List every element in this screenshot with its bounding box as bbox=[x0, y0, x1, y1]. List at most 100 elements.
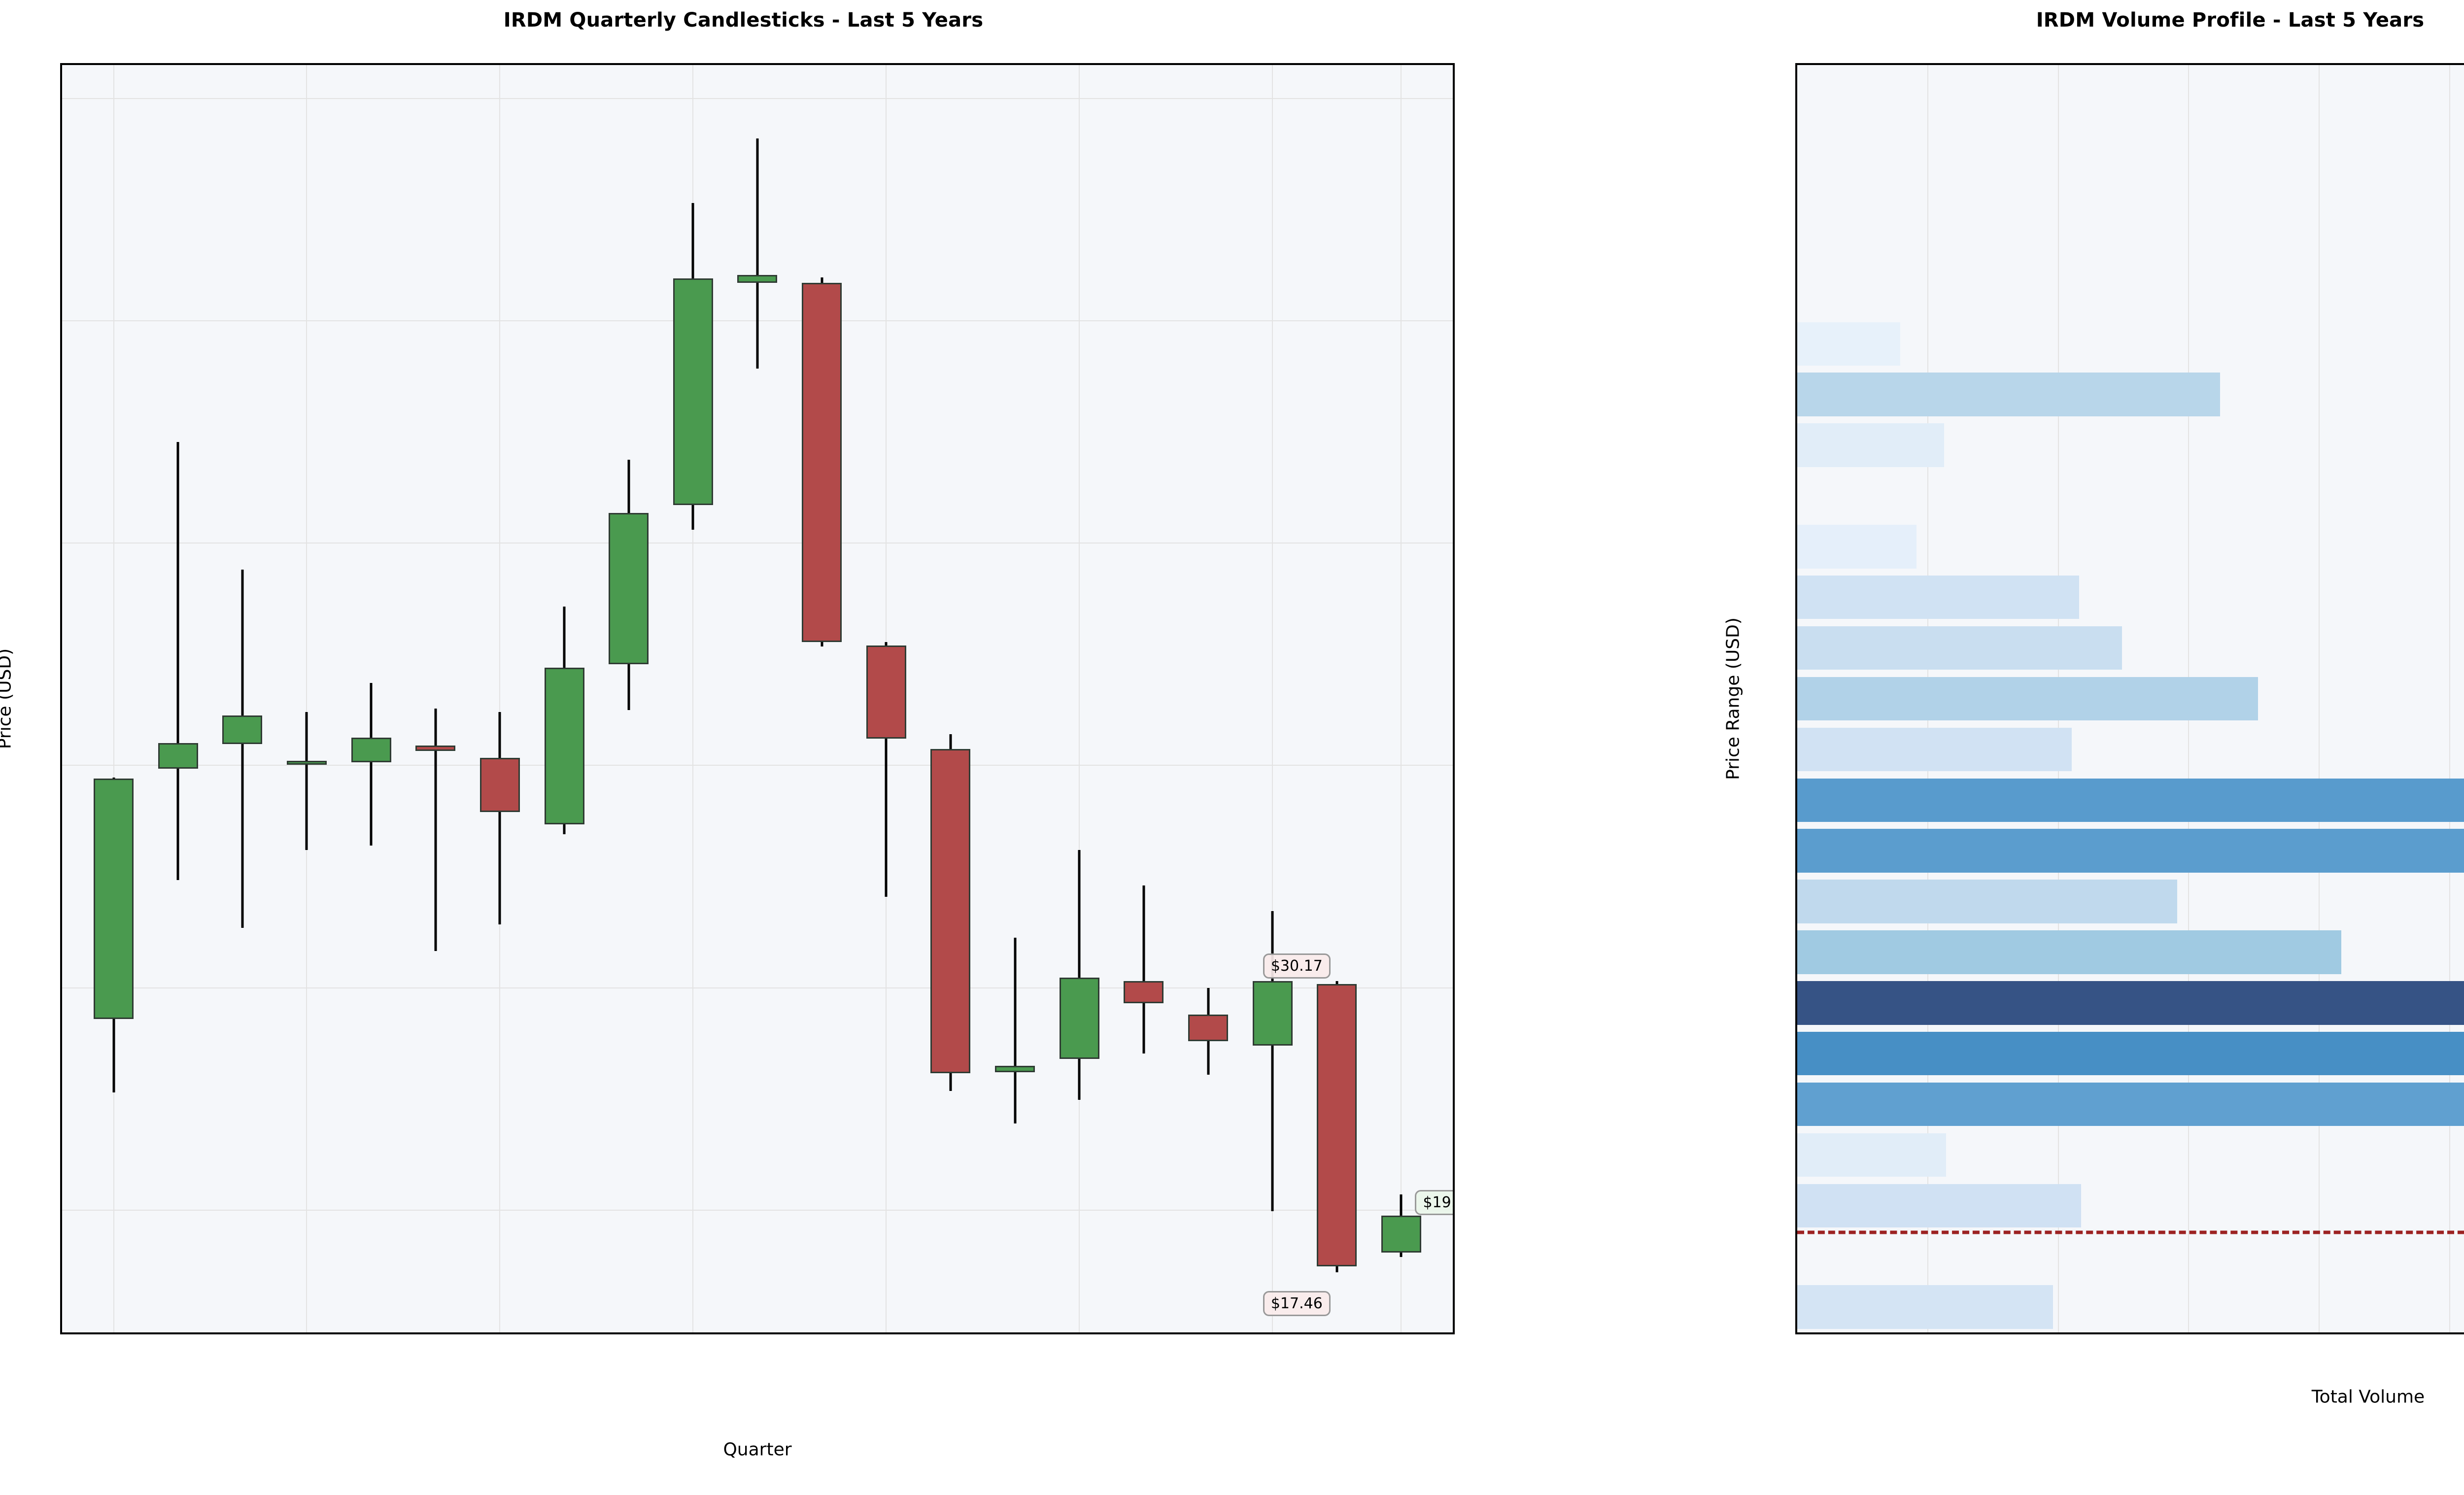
candle-wick bbox=[370, 683, 373, 846]
candle-wick bbox=[1014, 938, 1017, 1123]
x-tickmark bbox=[1797, 1332, 1798, 1334]
candle-body bbox=[286, 761, 327, 765]
candlestick-Q4-2023 bbox=[866, 65, 906, 1332]
gridline-horizontal bbox=[62, 987, 1453, 988]
candle-wick bbox=[1078, 849, 1081, 1100]
gridline-vertical bbox=[1401, 65, 1402, 1332]
candlestick-Q1-2021 bbox=[158, 65, 198, 1332]
gridline-vertical bbox=[499, 65, 501, 1332]
candle-body bbox=[222, 715, 263, 745]
x-tickmark bbox=[692, 1332, 694, 1334]
volume-bar-$55-$57 bbox=[1797, 525, 1917, 569]
x-tickmark bbox=[1079, 1332, 1080, 1334]
candle-body bbox=[1124, 981, 1164, 1004]
volume-bar-$39-$42 bbox=[1797, 829, 2464, 873]
y-tickmark bbox=[60, 320, 62, 321]
volume-bar-$34-$36 bbox=[1797, 930, 2342, 974]
volume-profile-x-axis-label: Total Volume bbox=[2311, 1387, 2425, 1407]
volume-bar-$52-$55 bbox=[1797, 576, 2079, 619]
candle-body bbox=[673, 278, 713, 506]
y-tickmark bbox=[1795, 90, 1797, 91]
gridline-vertical bbox=[2319, 65, 2320, 1332]
x-tickmark bbox=[1272, 1332, 1273, 1334]
price-annotation: $19.75 bbox=[1415, 1190, 1453, 1216]
gridline-vertical bbox=[1079, 65, 1080, 1332]
candle-wick bbox=[1271, 911, 1274, 1212]
candlestick-Q3-2022 bbox=[544, 65, 584, 1332]
candle-body bbox=[930, 748, 971, 1074]
candlestick-Q1-2024 bbox=[930, 65, 971, 1332]
candle-body bbox=[94, 779, 134, 1019]
candlestick-Q3-2024 bbox=[1059, 65, 1099, 1332]
candlestick-panel: IRDM Quarterly Candlesticks - Last 5 Yea… bbox=[0, 9, 1455, 1460]
y-tickmark bbox=[60, 98, 62, 99]
volume-bar-$16-$18 bbox=[1797, 1285, 2053, 1329]
candle-wick bbox=[176, 442, 179, 880]
candle-body bbox=[737, 275, 778, 283]
candlestick-Q4-2021 bbox=[351, 65, 391, 1332]
gridline-vertical bbox=[1272, 65, 1273, 1332]
candlestick-Q1-2022 bbox=[415, 65, 456, 1332]
volume-bar-$26-$29 bbox=[1797, 1082, 2464, 1126]
candlestick-Q3-2025 bbox=[1317, 65, 1357, 1332]
candlestick-Q2-2021 bbox=[222, 65, 263, 1332]
candle-body bbox=[479, 757, 520, 813]
current-price-line bbox=[1797, 1230, 2464, 1234]
candlestick-Q1-2025 bbox=[1188, 65, 1229, 1332]
candle-body bbox=[1188, 1014, 1229, 1041]
x-tickmark bbox=[1927, 1332, 1928, 1334]
candlestick-Q2-2023 bbox=[737, 65, 778, 1332]
candle-body bbox=[415, 745, 456, 751]
gridline-vertical bbox=[306, 65, 308, 1332]
candlestick-Q2-2025 bbox=[1252, 65, 1293, 1332]
candle-body bbox=[1381, 1216, 1421, 1253]
candle-body bbox=[351, 737, 391, 762]
y-tickmark bbox=[60, 1209, 62, 1211]
candle-wick bbox=[498, 712, 501, 924]
volume-bar-$47-$49 bbox=[1797, 677, 2258, 721]
volume-profile-plot-area: 0.00.20.40.60.81.01.21.41.6$68-$70$57-$6… bbox=[1795, 63, 2464, 1334]
volume-profile-panel: IRDM Volume Profile - Last 5 Years 0.00.… bbox=[1487, 0, 2464, 1495]
volume-bar-$21-$23 bbox=[1797, 1184, 2081, 1228]
volume-profile-panel-title: IRDM Volume Profile - Last 5 Years bbox=[2036, 9, 2425, 32]
candle-wick bbox=[434, 709, 437, 951]
candle-body bbox=[1252, 981, 1293, 1046]
volume-bar-$65-$68 bbox=[1797, 322, 1901, 366]
volume-bar-$23-$26 bbox=[1797, 1133, 1946, 1177]
candlestick-panel-title: IRDM Quarterly Candlesticks - Last 5 Yea… bbox=[503, 9, 984, 32]
gridline-horizontal bbox=[62, 543, 1453, 544]
candlestick-Q3-2023 bbox=[802, 65, 842, 1332]
candle-body bbox=[158, 743, 198, 769]
x-tickmark bbox=[2319, 1332, 2320, 1334]
price-annotation: $17.46 bbox=[1263, 1291, 1331, 1317]
y-tickmark bbox=[60, 987, 62, 988]
volume-bar-$62-$65 bbox=[1797, 373, 2220, 416]
x-tickmark bbox=[886, 1332, 887, 1334]
candlestick-plot-area: 203040506070Q4-2020Q3-2021Q2-2022Q1-2023… bbox=[60, 63, 1455, 1334]
x-tickmark bbox=[2057, 1332, 2059, 1334]
candle-wick bbox=[305, 712, 308, 850]
candlestick-y-axis-label: Price (USD) bbox=[0, 648, 15, 749]
x-tickmark bbox=[2449, 1332, 2451, 1334]
candlestick-Q4-2025 bbox=[1381, 65, 1421, 1332]
gridline-vertical bbox=[113, 65, 114, 1332]
volume-bar-$42-$44 bbox=[1797, 778, 2464, 822]
candle-body bbox=[544, 667, 584, 824]
gridline-horizontal bbox=[62, 765, 1453, 766]
y-tickmark bbox=[60, 765, 62, 766]
candlestick-Q2-2024 bbox=[995, 65, 1035, 1332]
candle-body bbox=[609, 513, 649, 665]
y-tickmark bbox=[60, 543, 62, 544]
candlestick-x-axis-label: Quarter bbox=[723, 1439, 792, 1460]
x-tickmark bbox=[113, 1332, 114, 1334]
gridline-horizontal bbox=[62, 98, 1453, 99]
candlestick-Q4-2024 bbox=[1124, 65, 1164, 1332]
candlestick-Q1-2023 bbox=[673, 65, 713, 1332]
gridline-vertical bbox=[692, 65, 694, 1332]
x-tickmark bbox=[2188, 1332, 2190, 1334]
candle-wick bbox=[885, 642, 888, 897]
volume-bar-$44-$47 bbox=[1797, 727, 2072, 772]
price-annotation: $30.17 bbox=[1263, 953, 1331, 979]
candlestick-Q2-2022 bbox=[479, 65, 520, 1332]
